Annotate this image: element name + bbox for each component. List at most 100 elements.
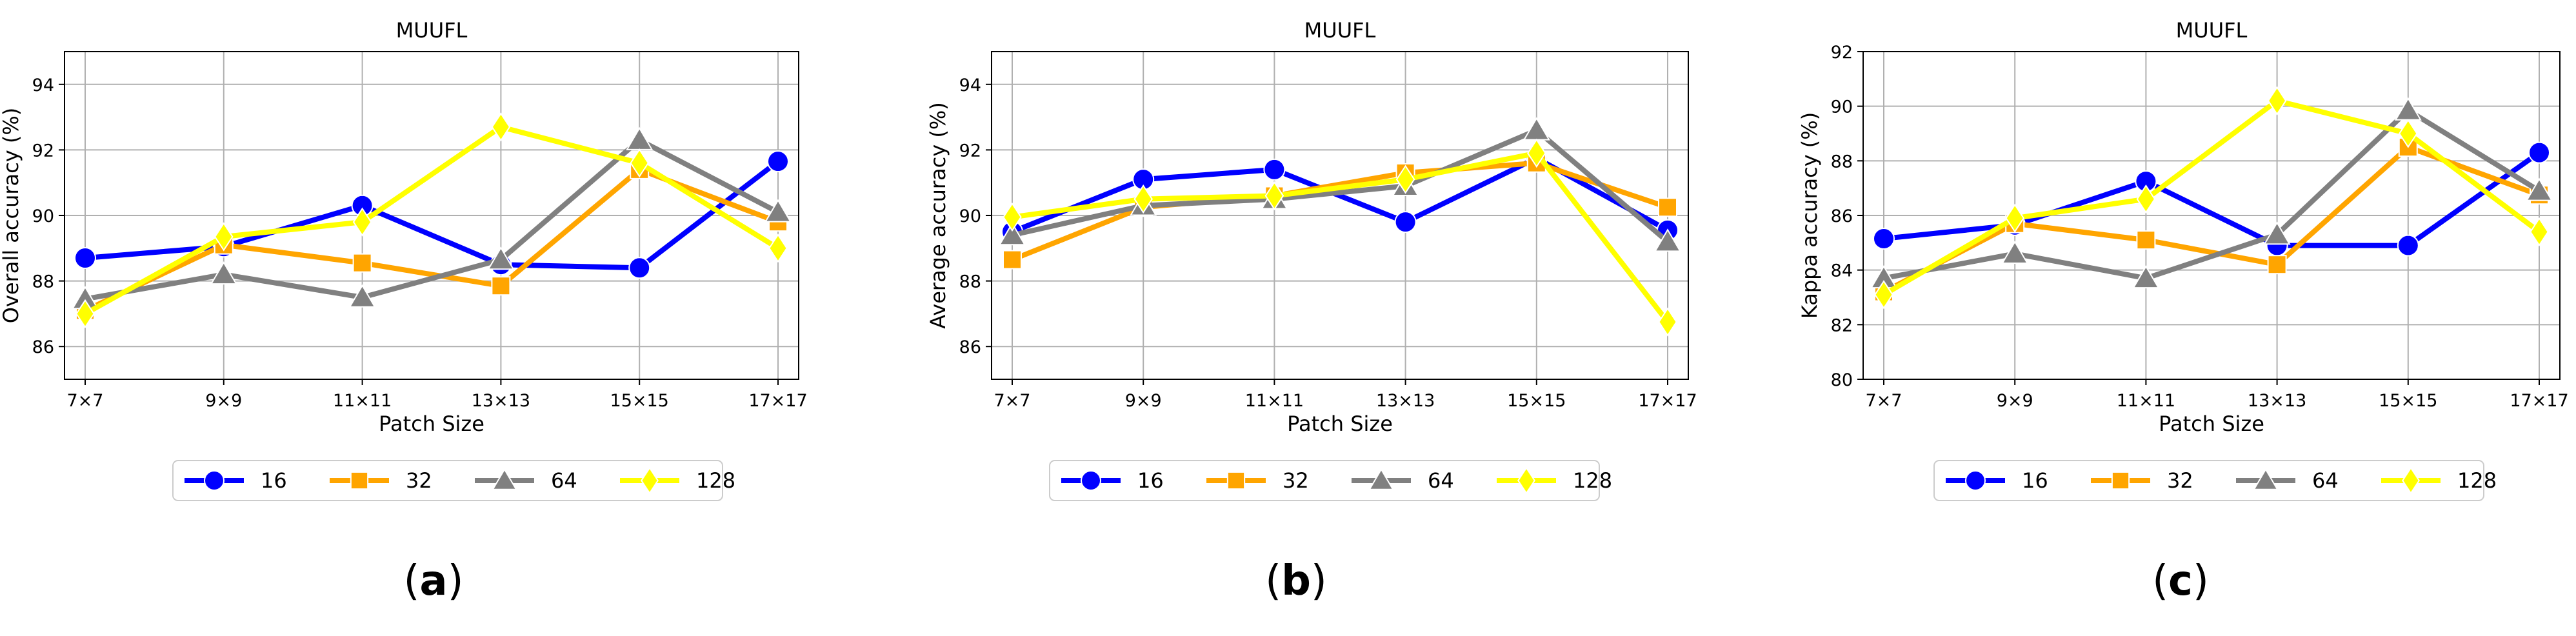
- data-point-64: [348, 284, 376, 308]
- data-point-128: [2267, 86, 2287, 115]
- x-tick-label: 7×7: [994, 391, 1031, 411]
- data-point-128: [214, 222, 234, 252]
- legend-item-128: 128: [620, 466, 735, 495]
- legend: 16 32 64 128: [1049, 460, 1612, 501]
- y-tick-label: 88: [1831, 152, 1853, 172]
- legend-frame: [1049, 460, 1600, 501]
- data-point-128: [2530, 217, 2549, 247]
- legend-label-64: 64: [2312, 468, 2339, 493]
- legend-marker-128: [641, 466, 659, 495]
- x-axis-label: Patch Size: [2159, 412, 2264, 436]
- data-point-128: [1133, 184, 1153, 214]
- legend-label-16: 16: [1137, 468, 1164, 493]
- legend-marker-32: [350, 471, 369, 490]
- series-line-128: [1882, 98, 2541, 297]
- legend-item-64: 64: [1352, 468, 1454, 493]
- series-32: [75, 159, 788, 321]
- data-point-128: [2399, 119, 2418, 148]
- data-point-128: [2136, 184, 2156, 214]
- legend-item-32: 32: [2091, 468, 2193, 493]
- data-point-64: [764, 199, 792, 223]
- data-point-128: [1003, 202, 1022, 232]
- x-tick-label: 9×9: [1125, 391, 1162, 411]
- data-point-32: [2267, 255, 2287, 275]
- legend-label-32: 32: [1283, 468, 1309, 493]
- series-line-32: [1011, 160, 1669, 263]
- y-axis-label: Average accuracy (%): [926, 102, 950, 329]
- y-tick-label: 86: [1831, 206, 1853, 226]
- data-point-128: [1264, 181, 1284, 211]
- x-tick-label: 11×11: [1245, 391, 1304, 411]
- legend-label-16: 16: [2022, 468, 2048, 493]
- series-64: [71, 126, 792, 310]
- y-tick-label: 88: [959, 272, 981, 292]
- y-tick-label: 80: [1831, 370, 1853, 390]
- legend-item-128: 128: [2381, 466, 2497, 495]
- legend-label-32: 32: [2167, 468, 2193, 493]
- series-line-32: [1882, 144, 2541, 295]
- y-tick-label: 94: [32, 75, 54, 95]
- y-tick-label: 94: [959, 75, 981, 95]
- data-point-64: [626, 126, 654, 150]
- legend-marker-64: [492, 468, 517, 490]
- series-128: [75, 112, 788, 329]
- legend-item-16: 16: [1946, 468, 2048, 493]
- series-64: [1870, 97, 2553, 289]
- data-point-64: [2263, 221, 2291, 245]
- legend-label-16: 16: [261, 468, 287, 493]
- series-line-64: [1012, 127, 1670, 244]
- data-point-64: [1653, 228, 1682, 252]
- data-point-128: [491, 112, 511, 142]
- data-point-64: [487, 246, 515, 270]
- y-tick-label: 86: [959, 337, 981, 357]
- x-tick-label: 9×9: [205, 391, 242, 411]
- legend-marker-128: [1517, 466, 1535, 495]
- x-tick-label: 11×11: [333, 391, 392, 411]
- x-tick-label: 9×9: [1997, 391, 2033, 411]
- legend-label-128: 128: [1573, 468, 1612, 493]
- x-tick-label: 15×15: [1507, 391, 1566, 411]
- chart-panel-3: 7×7 9×9 11×11 13×13 15×15 17×17 80 82 84 86 88 90 92…: [1797, 18, 2569, 605]
- y-axis-label: Kappa accuracy (%): [1797, 112, 1822, 319]
- data-point-64: [2132, 264, 2160, 289]
- legend-frame: [1933, 460, 2484, 501]
- series-line-64: [1883, 108, 2541, 281]
- chart-panel-2: 7×7 9×9 11×11 13×13 15×15 17×17 86 88 90 92 94 MUUF…: [926, 18, 1697, 605]
- legend-item-32: 32: [1206, 468, 1309, 493]
- data-point-16: [1394, 211, 1417, 234]
- data-point-64: [210, 261, 237, 285]
- y-tick-label: 84: [1831, 261, 1853, 281]
- series-128: [1003, 138, 1677, 337]
- legend-marker-64: [1368, 468, 1394, 490]
- y-tick-label: 92: [959, 141, 981, 161]
- y-tick-label: 88: [32, 272, 54, 292]
- data-point-16: [74, 247, 96, 270]
- legend-item-16: 16: [1061, 468, 1164, 493]
- data-point-64: [2394, 97, 2422, 121]
- x-tick-label: 13×13: [2248, 391, 2306, 411]
- chart-title: MUUFL: [396, 18, 468, 43]
- data-point-128: [1658, 307, 1677, 337]
- data-point-16: [1873, 227, 1895, 250]
- legend-marker-32: [1226, 471, 1246, 490]
- data-point-32: [1658, 197, 1677, 217]
- legend-item-16: 16: [185, 468, 287, 493]
- y-tick-label: 90: [1831, 97, 1853, 117]
- chart-title: MUUFL: [1304, 18, 1376, 43]
- data-point-32: [1003, 250, 1022, 270]
- data-point-128: [2005, 203, 2024, 233]
- legend-label-128: 128: [696, 468, 735, 493]
- series-line-128: [84, 124, 780, 316]
- data-point-16: [767, 150, 789, 173]
- data-point-128: [768, 234, 788, 263]
- chart-title: MUUFL: [2176, 18, 2248, 43]
- legend-marker-64: [2253, 468, 2279, 490]
- series-32: [1003, 153, 1677, 270]
- y-tick-label: 90: [959, 206, 981, 226]
- data-point-16: [2397, 234, 2419, 257]
- x-tick-label: 15×15: [2379, 391, 2437, 411]
- legend-marker-32: [2111, 471, 2130, 490]
- data-point-64: [998, 222, 1026, 246]
- data-point-32: [2136, 230, 2156, 250]
